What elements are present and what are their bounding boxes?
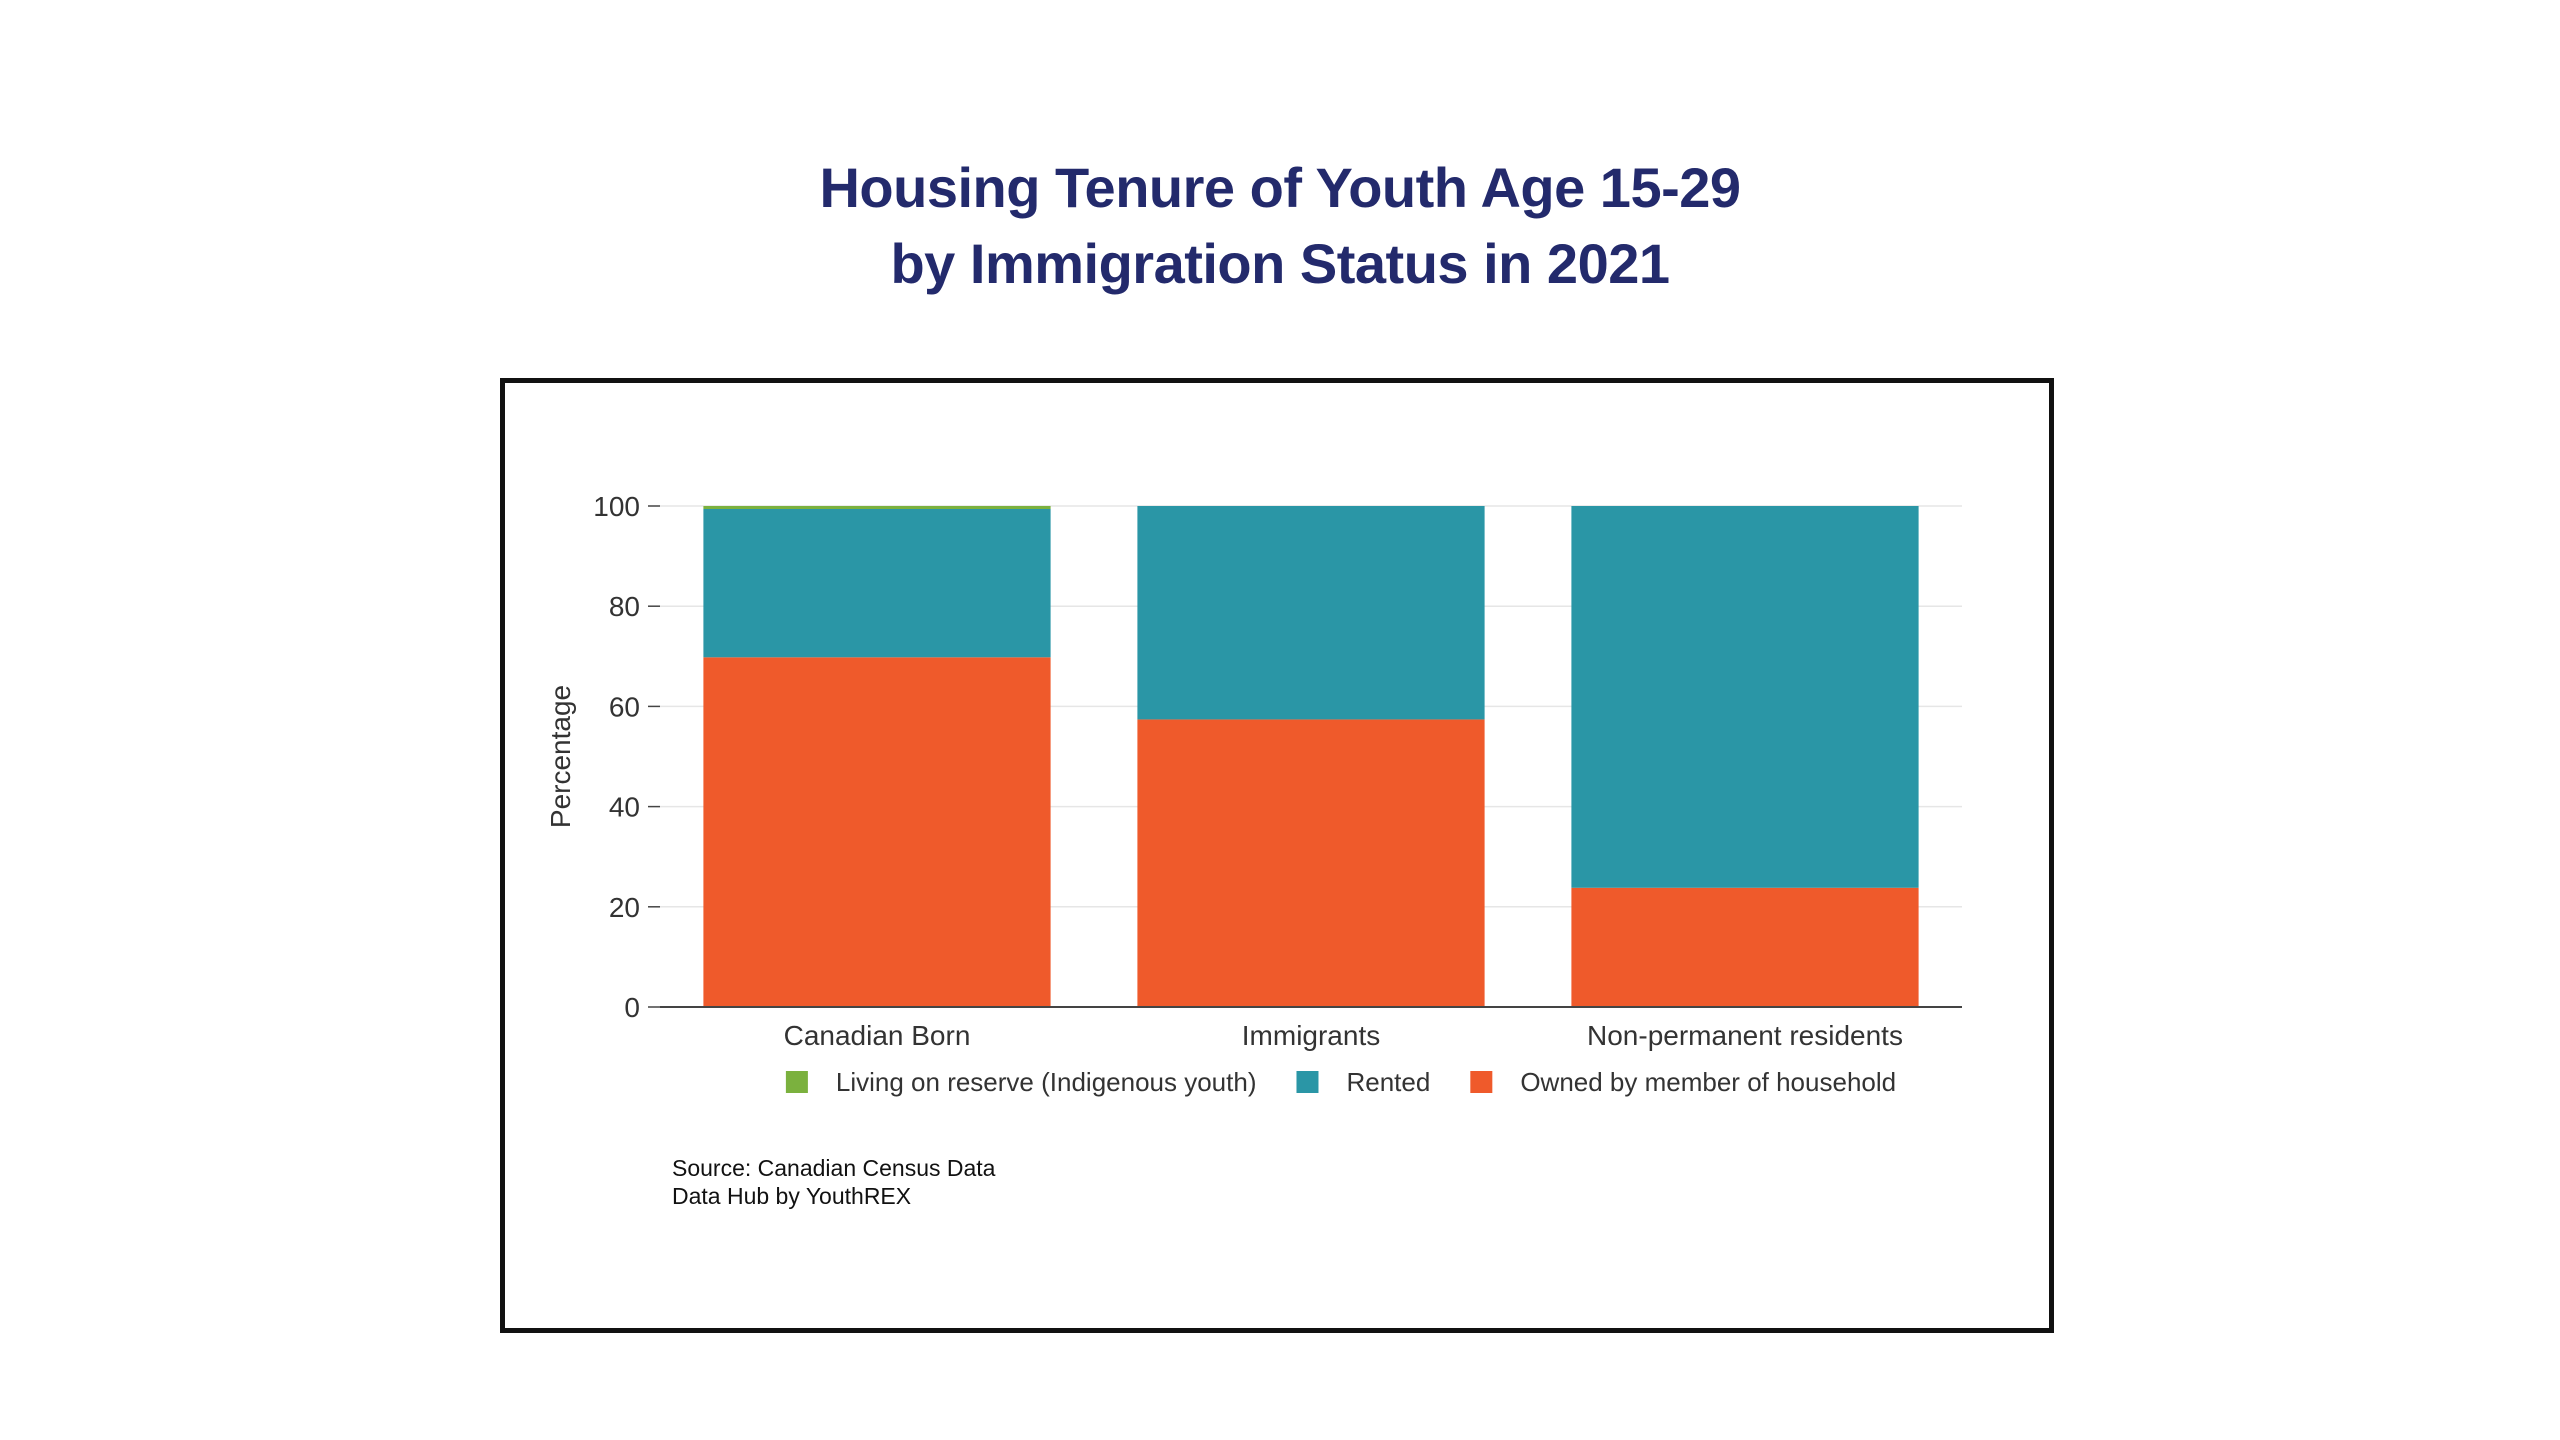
bar-0-series-2 <box>703 506 1051 510</box>
bar-1-series-1 <box>1137 506 1485 720</box>
legend-swatch-2 <box>1470 1071 1493 1093</box>
legend-label-2: Owned by member of household <box>1520 1067 1896 1097</box>
x-tick-label-0: Canadian Born <box>784 1020 971 1051</box>
source-line-1: Source: Canadian Census Data <box>672 1155 996 1181</box>
bar-0-series-0 <box>703 657 1051 1007</box>
y-tick-label-20: 20 <box>609 892 640 923</box>
legend: Living on reserve (Indigenous youth) Rent… <box>785 1067 1896 1097</box>
bars <box>703 506 1919 1007</box>
bar-1-series-0 <box>1137 719 1485 1007</box>
legend-swatch-0 <box>785 1071 808 1093</box>
y-tick-label-60: 60 <box>609 691 640 722</box>
chart-title: Housing Tenure of Youth Age 15-29 by Imm… <box>0 150 2560 302</box>
y-tick-label-40: 40 <box>609 792 640 823</box>
chart-title-line-2: by Immigration Status in 2021 <box>890 232 1670 295</box>
bar-2-series-0 <box>1571 887 1919 1007</box>
y-tick-label-0: 0 <box>624 992 640 1023</box>
y-axis-title: Percentage <box>545 685 576 828</box>
source-line-2: Data Hub by YouthREX <box>672 1183 912 1209</box>
legend-label-1: Rented <box>1346 1067 1430 1097</box>
chart-title-line-1: Housing Tenure of Youth Age 15-29 <box>819 156 1741 219</box>
bar-0-series-1 <box>703 509 1051 658</box>
bar-2-series-1 <box>1571 506 1919 888</box>
y-tick-label-80: 80 <box>609 591 640 622</box>
source-note: Source: Canadian Census Data Data Hub by… <box>672 1154 995 1210</box>
legend-label-0: Living on reserve (Indigenous youth) <box>836 1067 1257 1097</box>
x-tick-label-1: Immigrants <box>1242 1020 1380 1051</box>
x-tick-label-2: Non-permanent residents <box>1587 1020 1903 1051</box>
axes: 0 20 40 60 80 100 Percentage Canadian Born Immig… <box>545 491 1962 1051</box>
legend-swatch-1 <box>1296 1071 1319 1093</box>
y-tick-label-100: 100 <box>593 491 640 522</box>
